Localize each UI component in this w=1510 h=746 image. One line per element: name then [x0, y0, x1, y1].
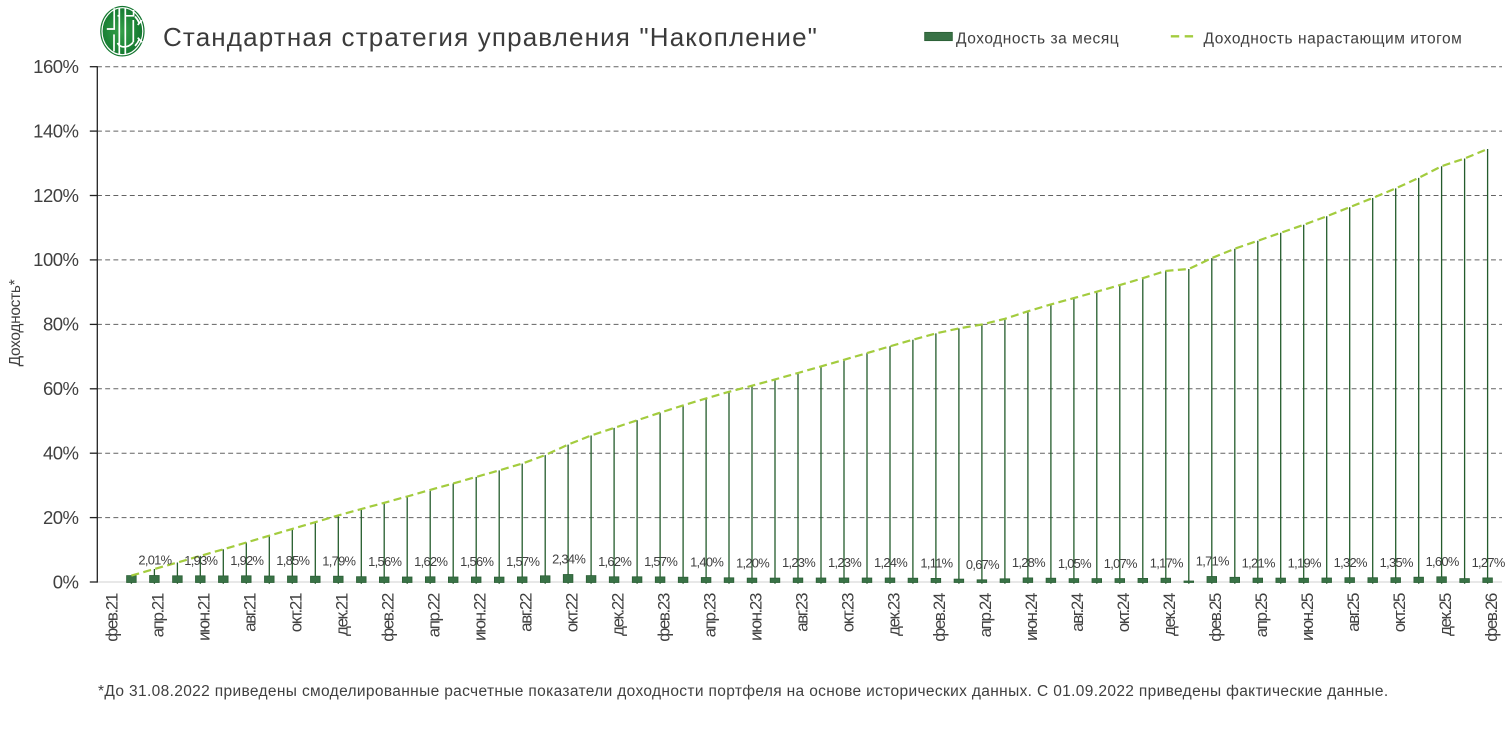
svg-text:1,28%: 1,28% [1012, 555, 1045, 570]
svg-text:Стандартная стратегия управлен: Стандартная стратегия управления "Накопл… [163, 22, 818, 52]
svg-text:1,40%: 1,40% [690, 555, 723, 570]
svg-text:фев.21: фев.21 [103, 593, 122, 642]
svg-text:июн.25: июн.25 [1298, 593, 1317, 641]
svg-text:авг.23: авг.23 [792, 593, 811, 632]
svg-text:дек.21: дек.21 [333, 593, 352, 636]
svg-text:1,85%: 1,85% [276, 553, 309, 568]
svg-text:апр.24: апр.24 [976, 593, 995, 637]
svg-text:*До 31.08.2022 приведены смоде: *До 31.08.2022 приведены смоделированные… [98, 683, 1389, 700]
svg-text:1,19%: 1,19% [1288, 555, 1321, 570]
svg-text:июн.24: июн.24 [1022, 593, 1041, 641]
svg-text:Доходность*: Доходность* [7, 279, 24, 366]
svg-text:фев.23: фев.23 [654, 593, 673, 642]
svg-text:1,11%: 1,11% [920, 556, 952, 571]
svg-text:1,57%: 1,57% [644, 554, 677, 569]
svg-text:окт.23: окт.23 [838, 593, 857, 632]
svg-text:фев.26: фев.26 [1482, 593, 1501, 642]
svg-text:60%: 60% [43, 378, 79, 399]
svg-text:1,93%: 1,93% [184, 553, 217, 568]
svg-text:1,07%: 1,07% [1104, 556, 1137, 571]
svg-text:авг.21: авг.21 [241, 593, 260, 632]
svg-text:1,57%: 1,57% [506, 554, 539, 569]
svg-text:1,56%: 1,56% [460, 554, 493, 569]
svg-text:окт.21: окт.21 [287, 593, 306, 632]
svg-text:1,27%: 1,27% [1472, 555, 1505, 570]
svg-text:80%: 80% [43, 314, 79, 335]
svg-text:1,62%: 1,62% [414, 554, 447, 569]
svg-text:1,23%: 1,23% [782, 555, 815, 570]
svg-text:40%: 40% [43, 443, 79, 464]
svg-text:140%: 140% [33, 120, 78, 141]
svg-text:1,20%: 1,20% [736, 555, 769, 570]
svg-text:фев.22: фев.22 [379, 593, 398, 642]
svg-text:1,60%: 1,60% [1426, 554, 1459, 569]
svg-text:дек.24: дек.24 [1160, 593, 1179, 636]
svg-text:авг.22: авг.22 [517, 593, 536, 632]
svg-text:июн.23: июн.23 [746, 593, 765, 641]
svg-text:1,56%: 1,56% [368, 554, 401, 569]
svg-text:1,23%: 1,23% [828, 555, 861, 570]
svg-text:160%: 160% [33, 56, 78, 77]
svg-text:0,67%: 0,67% [966, 557, 999, 572]
svg-text:авг.25: авг.25 [1344, 593, 1363, 632]
svg-text:апр.25: апр.25 [1252, 593, 1271, 637]
svg-text:дек.22: дек.22 [608, 593, 627, 636]
svg-text:дек.23: дек.23 [884, 593, 903, 636]
svg-text:1,92%: 1,92% [230, 553, 263, 568]
svg-text:2,01%: 2,01% [138, 553, 171, 568]
svg-text:Доходность нарастающим итогом: Доходность нарастающим итогом [1204, 31, 1463, 48]
svg-text:1,35%: 1,35% [1380, 555, 1413, 570]
svg-text:апр.22: апр.22 [425, 593, 444, 637]
svg-text:фев.25: фев.25 [1206, 593, 1225, 642]
svg-text:1,05%: 1,05% [1058, 556, 1091, 571]
svg-text:0%: 0% [53, 571, 79, 592]
svg-text:апр.21: апр.21 [149, 593, 168, 637]
svg-text:окт.24: окт.24 [1114, 593, 1133, 632]
svg-text:фев.24: фев.24 [930, 593, 949, 642]
svg-text:июн.21: июн.21 [195, 593, 214, 641]
svg-text:100%: 100% [33, 249, 78, 270]
svg-text:1,17%: 1,17% [1150, 555, 1183, 570]
svg-text:апр.23: апр.23 [700, 593, 719, 637]
svg-text:1,24%: 1,24% [874, 555, 907, 570]
svg-text:2,34%: 2,34% [552, 552, 585, 567]
svg-text:1,32%: 1,32% [1334, 555, 1367, 570]
svg-text:окт.22: окт.22 [562, 593, 581, 632]
svg-text:Доходность за месяц: Доходность за месяц [956, 31, 1119, 48]
svg-text:дек.25: дек.25 [1436, 593, 1455, 636]
svg-text:июн.22: июн.22 [471, 593, 490, 641]
svg-text:120%: 120% [33, 185, 78, 206]
svg-text:1,21%: 1,21% [1242, 555, 1275, 570]
svg-text:1,62%: 1,62% [598, 554, 631, 569]
svg-text:окт.25: окт.25 [1390, 593, 1409, 632]
svg-text:авг.24: авг.24 [1068, 593, 1087, 632]
svg-text:20%: 20% [43, 507, 79, 528]
svg-text:1,71%: 1,71% [1196, 554, 1229, 569]
svg-text:1,79%: 1,79% [322, 553, 355, 568]
